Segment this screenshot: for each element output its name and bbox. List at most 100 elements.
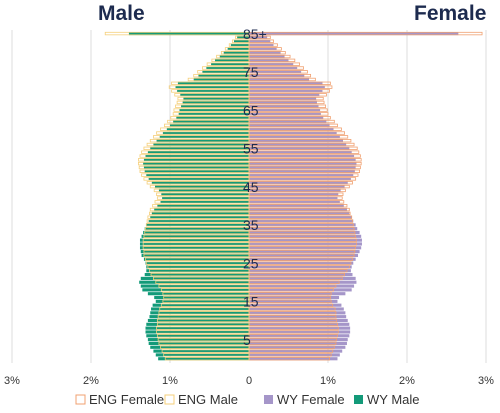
wy-male-bar [141, 253, 249, 258]
wy-male-bar [151, 181, 249, 185]
eng-male-bar [158, 311, 250, 315]
eng-male-bar [156, 196, 250, 200]
eng-male-bar [149, 269, 250, 273]
wy-female-bar [249, 39, 271, 43]
x-tick-label: 2% [83, 375, 99, 387]
eng-male-bar [176, 100, 250, 105]
wy-female-bar [249, 173, 354, 177]
eng-male-bar [160, 127, 250, 131]
wy-female-bar [249, 196, 338, 200]
wy-female-bar [249, 211, 350, 215]
eng-male-bar [161, 349, 250, 353]
wy-male-bar [154, 295, 249, 300]
eng-male-bar [160, 303, 250, 307]
legend-label: WY Female [277, 392, 345, 407]
age-label: 15 [243, 294, 259, 310]
eng-male-bar [143, 146, 250, 151]
eng-male-bar [143, 234, 250, 238]
wy-female-bar [249, 108, 321, 112]
wy-female-bar [249, 207, 347, 212]
wy-female-bar [249, 58, 289, 62]
eng-male-bar [139, 154, 250, 158]
eng-male-bar [170, 116, 250, 120]
legend-swatch [164, 394, 175, 405]
wy-male-bar [128, 32, 249, 36]
wy-female-bar [249, 357, 338, 361]
wy-male-bar [230, 43, 249, 47]
wy-female-bar [249, 204, 344, 208]
wy-female-bar [249, 295, 340, 300]
x-tick-label: 0 [246, 375, 252, 387]
eng-male-bar [144, 230, 250, 235]
eng-male-bar [164, 357, 250, 361]
wy-male-bar [150, 215, 249, 219]
male-header: Male [98, 2, 145, 25]
eng-male-bar [142, 238, 250, 242]
eng-male-bar [157, 337, 250, 342]
wy-female-bar [249, 284, 355, 288]
wy-female-bar [249, 62, 294, 66]
wy-male-bar [143, 165, 249, 170]
wy-male-bar [160, 200, 249, 204]
wy-female-bar [249, 119, 327, 124]
age-axis-labels: 5 15 25 35 45 55 65 75 85+ [243, 26, 267, 348]
wy-female-bar [249, 219, 354, 223]
wy-female-bar [249, 338, 348, 342]
age-label: 75 [243, 64, 259, 80]
eng-male-bar [156, 192, 250, 196]
wy-male-bar [148, 219, 249, 223]
eng-male-bar [149, 211, 250, 216]
wy-female-bar [249, 47, 277, 51]
eng-male-bar [206, 62, 250, 66]
wy-male-bar [143, 230, 249, 235]
eng-male-bar [141, 150, 250, 154]
wy-male-bar [157, 204, 249, 208]
eng-male-bar [146, 181, 250, 185]
wy-male-bar [155, 353, 249, 357]
wy-male-bar [144, 227, 249, 231]
wy-male-bar [202, 70, 249, 74]
wy-female-bar [249, 250, 360, 254]
wy-female-bar [249, 288, 352, 292]
wy-female-bar [249, 276, 356, 280]
wy-female-bar [249, 326, 351, 330]
wy-male-bar [141, 234, 249, 238]
eng-male-bar [228, 43, 250, 47]
eng-male-bar [171, 89, 250, 93]
wy-female-bar [249, 150, 352, 154]
wy-male-bar [146, 265, 249, 269]
eng-male-bar [147, 265, 250, 269]
x-axis-tick-labels: 3% 2% 1% 0 1% 2% 3% [4, 375, 494, 387]
wy-female-bar [249, 185, 345, 189]
age-label: 45 [243, 179, 259, 195]
wy-male-bar [175, 85, 249, 89]
wy-male-bar [153, 349, 249, 353]
eng-male-bar [152, 204, 250, 208]
eng-male-bar [155, 280, 250, 284]
wy-male-bar [139, 280, 249, 284]
eng-male-bar [145, 257, 250, 261]
eng-male-bar [156, 318, 250, 323]
wy-female-bar [249, 81, 323, 85]
eng-male-bar [175, 104, 250, 108]
wy-female-bar [249, 70, 302, 74]
wy-male-bar [153, 142, 249, 147]
eng-male-bar [153, 188, 250, 193]
wy-female-bar [249, 315, 347, 319]
legend: ENG Female ENG Male WY Female WY Male [75, 392, 420, 407]
wy-male-bar [145, 330, 249, 334]
wy-female-bar [249, 265, 352, 269]
eng-male-bar [154, 200, 250, 204]
wy-male-bar [158, 357, 249, 361]
wy-female-bar [249, 35, 268, 39]
eng-male-bar [187, 77, 250, 82]
eng-male-bar [168, 85, 250, 89]
eng-male-bar [143, 253, 250, 258]
eng-male-bar [149, 184, 250, 189]
eng-male-bar [156, 334, 250, 338]
eng-male-bar [211, 58, 250, 63]
eng-male-bar [156, 322, 250, 326]
wy-female-bar [249, 223, 356, 227]
wy-male-bar [215, 58, 249, 62]
wy-male-bar [151, 211, 249, 215]
